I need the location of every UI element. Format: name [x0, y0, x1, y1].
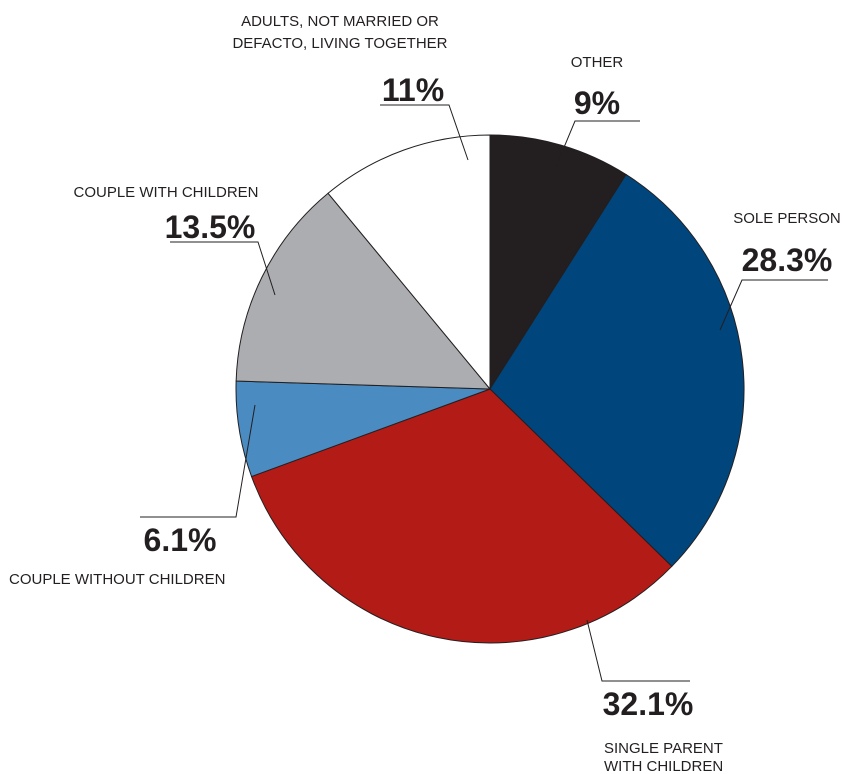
category-label-couple-with-children: COUPLE WITH CHILDREN	[73, 184, 258, 201]
leader-line-adults-living-together	[380, 104, 469, 161]
leader-line-sole-person	[719, 279, 828, 331]
category-label-single-parent-line-2: WITH CHILDREN	[604, 758, 723, 774]
value-label-couple-without-children: 6.1%	[144, 522, 217, 558]
label-group-other: OTHER 9%	[571, 54, 624, 121]
category-label-couple-without-children: COUPLE WITHOUT CHILDREN	[9, 571, 225, 588]
value-label-adults-living-together: 11%	[382, 72, 444, 108]
label-group-couple-without-children: 6.1% COUPLE WITHOUT CHILDREN	[9, 522, 225, 588]
value-label-sole-person: 28.3%	[742, 242, 833, 278]
leader-line-couple-with-children	[170, 241, 276, 296]
category-label-single-parent-line-1: SINGLE PARENT	[604, 740, 723, 757]
label-group-adults-living-together: ADULTS, NOT MARRIED OR DEFACTO, LIVING T…	[232, 13, 447, 108]
pie-slice-adults-living-together	[327, 134, 491, 391]
category-label-other: OTHER	[571, 54, 624, 71]
pie-slice-couple-with-children	[235, 192, 492, 390]
label-group-single-parent: 32.1% SINGLE PARENT WITH CHILDREN	[603, 686, 724, 774]
category-label-adults-living-together-line-2: DEFACTO, LIVING TOGETHER	[232, 35, 447, 52]
label-group-couple-with-children: COUPLE WITH CHILDREN 13.5%	[73, 184, 258, 245]
category-label-adults-living-together-line-1: ADULTS, NOT MARRIED OR	[241, 13, 439, 30]
value-label-other: 9%	[574, 85, 620, 121]
value-label-single-parent: 32.1%	[603, 686, 694, 722]
leader-line-couple-without-children	[140, 404, 256, 518]
pie-slice-sole-person	[489, 173, 745, 568]
category-label-sole-person: SOLE PERSON	[733, 210, 841, 227]
pie-slice-other	[489, 134, 627, 391]
leader-line-other	[554, 120, 640, 170]
leader-line-single-parent	[586, 619, 690, 682]
pie-slice-single-parent	[250, 388, 673, 644]
pie-slices	[235, 134, 745, 644]
label-group-sole-person: SOLE PERSON 28.3%	[733, 210, 841, 278]
leader-lines	[140, 104, 828, 682]
value-label-couple-with-children: 13.5%	[165, 209, 256, 245]
